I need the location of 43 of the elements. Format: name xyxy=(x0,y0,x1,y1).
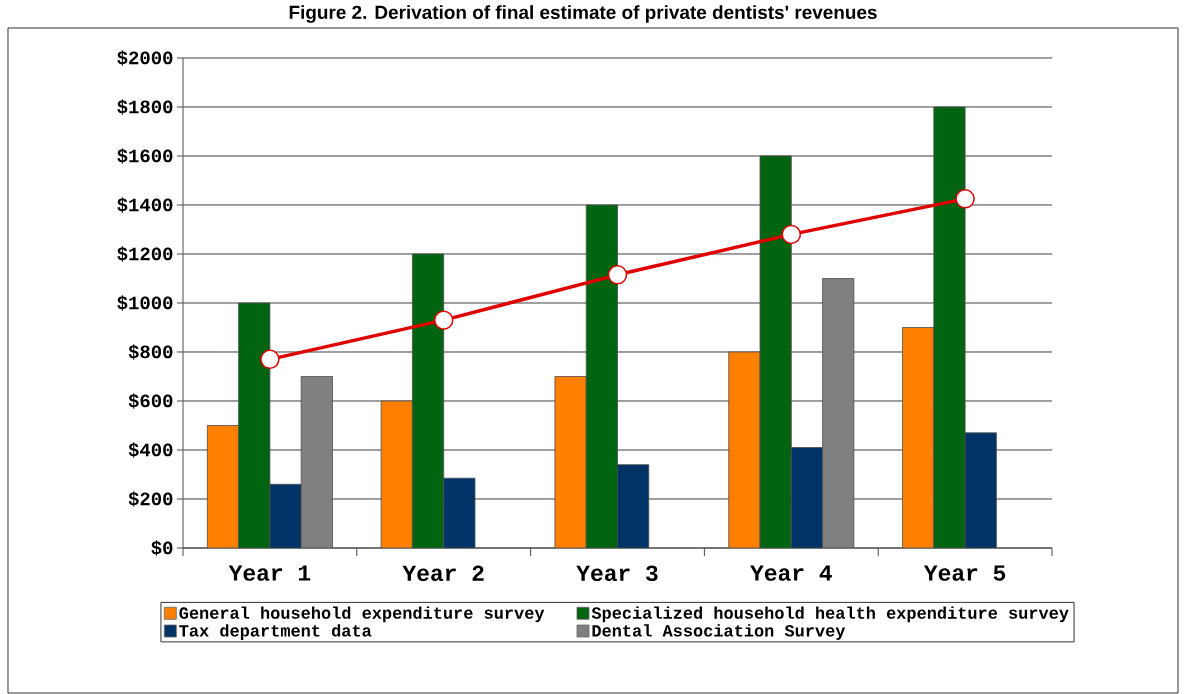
bar xyxy=(728,352,761,548)
y-tick-label: $600 xyxy=(128,393,173,409)
y-tick-label: $800 xyxy=(128,344,173,360)
legend-label: Tax department data xyxy=(179,624,372,640)
y-tick-label: $2000 xyxy=(117,50,173,66)
bar xyxy=(269,484,302,548)
y-tick-label: $1000 xyxy=(117,295,173,311)
bar xyxy=(933,106,966,548)
bar xyxy=(902,327,935,548)
chart-title: Figure 2. Derivation of final estimate of private dentists' revenues xyxy=(289,5,877,23)
bar xyxy=(554,376,587,548)
x-tick-label: Year 4 xyxy=(750,565,832,581)
y-tick-label: $400 xyxy=(128,442,173,458)
bar xyxy=(791,447,823,548)
bar xyxy=(443,478,475,548)
y-tick-label: $1400 xyxy=(117,197,173,213)
x-tick-label: Year 3 xyxy=(576,565,658,582)
y-tick-label: $1800 xyxy=(117,99,173,115)
bar xyxy=(207,425,239,548)
y-tick-label: $0 xyxy=(151,540,173,556)
point xyxy=(607,265,628,285)
bar xyxy=(238,303,270,548)
point xyxy=(260,349,280,370)
point xyxy=(955,189,975,209)
x-tick-label: Year 2 xyxy=(402,565,484,582)
bar xyxy=(760,156,792,548)
legend-label: Specialized household health expenditure survey xyxy=(591,606,1069,623)
bar xyxy=(617,464,649,548)
x-tick-label: Year 1 xyxy=(228,565,311,581)
legend-label: Dental Association Survey xyxy=(592,624,846,640)
bar xyxy=(412,254,444,548)
bar xyxy=(586,205,618,548)
legend-label: General household expenditure survey xyxy=(179,606,545,623)
bar xyxy=(822,278,855,548)
y-tick-label: $1200 xyxy=(117,246,173,262)
point xyxy=(781,224,802,245)
point xyxy=(433,310,454,330)
y-tick-label: $200 xyxy=(128,491,173,507)
x-tick-label: Year 5 xyxy=(923,565,1006,581)
bar xyxy=(381,401,413,548)
bar xyxy=(964,432,997,548)
bar xyxy=(301,376,333,548)
y-tick-label: $1600 xyxy=(117,148,173,164)
